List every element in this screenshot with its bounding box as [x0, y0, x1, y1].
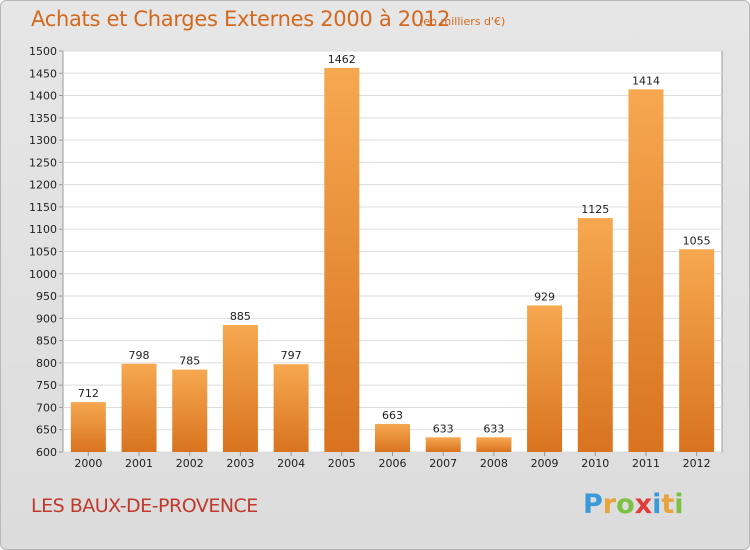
- y-tick-label: 700: [36, 401, 57, 414]
- y-tick-label: 1000: [29, 268, 57, 281]
- commune-name: LES BAUX-DE-PROVENCE: [31, 495, 258, 517]
- data-label-2003: 885: [230, 310, 251, 323]
- data-label-2012: 1055: [683, 234, 711, 247]
- y-tick-label: 1500: [29, 45, 57, 58]
- logo-letter: o: [616, 489, 635, 520]
- y-tick-label: 1100: [29, 223, 57, 236]
- x-tick-label-2010: 2010: [581, 457, 609, 470]
- x-tick-label-2012: 2012: [683, 457, 711, 470]
- y-tick-label: 1200: [29, 179, 57, 192]
- data-label-2000: 712: [78, 387, 99, 400]
- proxiti-logo: Proxiti: [583, 489, 684, 520]
- data-label-2007: 633: [433, 422, 454, 435]
- bar-2002: [172, 369, 208, 452]
- data-label-2009: 929: [534, 290, 555, 303]
- logo-letter: t: [661, 489, 675, 520]
- x-tick-label-2008: 2008: [480, 457, 508, 470]
- y-tick-label: 1300: [29, 134, 57, 147]
- bar-2006: [375, 423, 410, 452]
- x-tick-label-2006: 2006: [379, 457, 407, 470]
- y-tick-label: 1250: [29, 156, 57, 169]
- x-tick-label-2009: 2009: [531, 457, 559, 470]
- bar-2010: [577, 218, 613, 452]
- logo-letter: x: [634, 489, 653, 520]
- logo-letter: i: [652, 489, 662, 520]
- y-tick-label: 600: [36, 446, 57, 459]
- x-tick-label-2003: 2003: [226, 457, 254, 470]
- x-tick-label-2002: 2002: [176, 457, 204, 470]
- logo-letter: i: [674, 489, 684, 520]
- data-label-2008: 633: [483, 422, 504, 435]
- bar-2000: [70, 402, 106, 452]
- chart-subtitle: (en milliers d'€): [419, 15, 506, 28]
- bar-2003: [222, 325, 258, 452]
- bar-2001: [121, 363, 157, 452]
- logo-letter: P: [583, 489, 603, 520]
- x-tick-label-2004: 2004: [277, 457, 305, 470]
- y-tick-label: 800: [36, 357, 57, 370]
- y-tick-label: 1050: [29, 246, 57, 259]
- y-tick-label: 1150: [29, 201, 57, 214]
- bar-2004: [273, 364, 309, 452]
- chart-title: Achats et Charges Externes 2000 à 2012: [31, 7, 451, 31]
- data-label-2001: 798: [129, 349, 150, 362]
- bar-2009: [527, 305, 563, 452]
- data-label-2010: 1125: [581, 203, 609, 216]
- data-label-2011: 1414: [632, 74, 660, 87]
- data-label-2005: 1462: [328, 53, 356, 66]
- y-tick-label: 1450: [29, 67, 57, 80]
- data-label-2002: 785: [179, 355, 200, 368]
- x-tick-label-2007: 2007: [429, 457, 457, 470]
- x-tick-label-2011: 2011: [632, 457, 660, 470]
- y-tick-label: 750: [36, 379, 57, 392]
- bar-2011: [628, 89, 664, 452]
- x-tick-label-2000: 2000: [74, 457, 102, 470]
- logo-letter: r: [602, 489, 617, 520]
- y-tick-label: 950: [36, 290, 57, 303]
- bar-2012: [679, 249, 715, 452]
- bar-2007: [425, 437, 461, 452]
- y-tick-label: 850: [36, 335, 57, 348]
- data-label-2004: 797: [281, 349, 302, 362]
- data-label-2006: 663: [382, 409, 403, 422]
- x-tick-label-2005: 2005: [328, 457, 356, 470]
- y-tick-label: 1400: [29, 90, 57, 103]
- x-tick-label-2001: 2001: [125, 457, 153, 470]
- bar-2008: [476, 437, 512, 452]
- bar-2005: [324, 67, 360, 452]
- y-tick-label: 1350: [29, 112, 57, 125]
- y-tick-label: 900: [36, 312, 57, 325]
- y-tick-label: 650: [36, 424, 57, 437]
